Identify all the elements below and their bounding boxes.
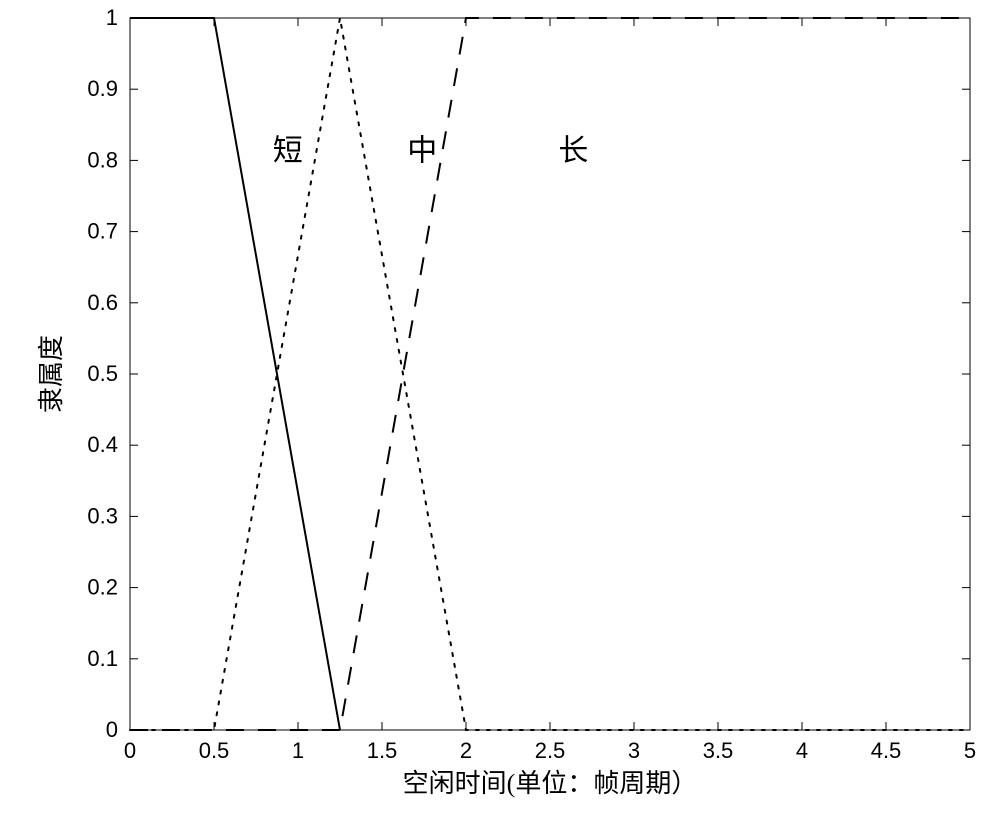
y-tick-label: 0.3 [87,503,118,528]
y-tick-label: 0.5 [87,361,118,386]
y-axis-label: 隶属度 [37,335,66,413]
x-tick-label: 3 [628,738,640,763]
x-tick-label: 1.5 [367,738,398,763]
x-tick-label: 1 [292,738,304,763]
series-中 [130,18,970,730]
series-label-中: 中 [407,134,437,167]
series-label-长: 长 [558,134,588,167]
x-tick-label: 3.5 [703,738,734,763]
y-tick-label: 0 [106,717,118,742]
x-tick-label: 2.5 [535,738,566,763]
y-tick-label: 0.4 [87,432,118,457]
x-tick-label: 4.5 [871,738,902,763]
y-tick-label: 0.1 [87,646,118,671]
x-axis-label: 空闲时间(单位：帧周期） [403,769,698,798]
x-tick-label: 0.5 [199,738,230,763]
x-tick-label: 5 [964,738,976,763]
membership-chart: 0 0.5 1 1.5 2 2.5 3 3.5 4 4.5 5 0 0.1 0.2 0.3 0.4 0.5 0.6… [0,0,1000,816]
series-长 [130,18,970,730]
y-tick-label: 0.6 [87,290,118,315]
series-label-短: 短 [273,134,303,167]
y-tick-label: 0.7 [87,219,118,244]
plot-box [130,18,970,730]
x-tick-label: 4 [796,738,808,763]
series-短 [130,18,340,730]
x-tick-label: 0 [124,738,136,763]
y-tick-label: 0.8 [87,147,118,172]
y-tick-label: 0.2 [87,575,118,600]
x-tick-label: 2 [460,738,472,763]
y-tick-label: 0.9 [87,76,118,101]
chart-svg: 0 0.5 1 1.5 2 2.5 3 3.5 4 4.5 5 0 0.1 0.2 0.3 0.4 0.5 0.6… [0,0,1000,816]
y-tick-label: 1 [106,5,118,30]
